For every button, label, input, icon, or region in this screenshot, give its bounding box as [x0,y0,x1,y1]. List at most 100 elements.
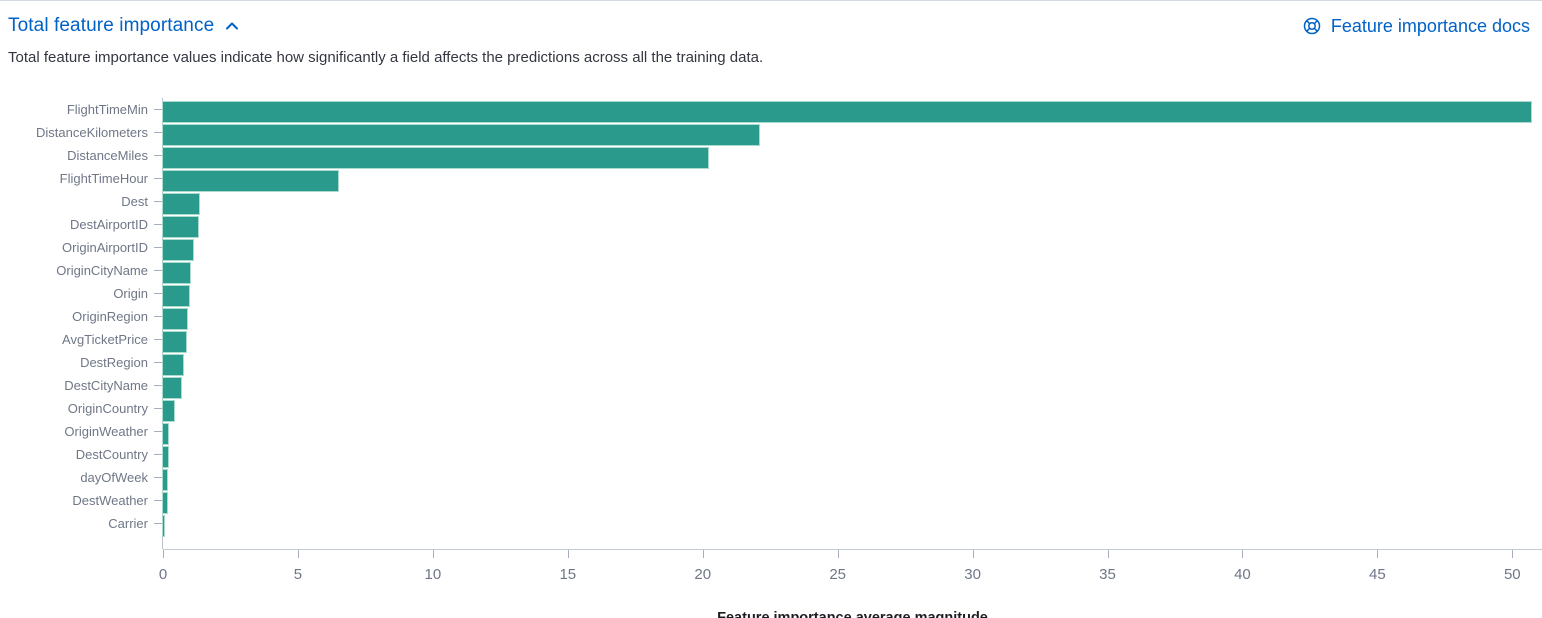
y-axis-tick [154,339,163,340]
y-axis-tick [154,431,163,432]
y-axis-label-cell: OriginWeather [0,424,163,439]
y-axis-tick [154,109,163,110]
y-axis-label-cell: FlightTimeHour [0,171,163,186]
y-axis-label-cell: DistanceMiles [0,148,163,163]
x-axis-tick-label: 40 [1234,566,1251,583]
bar-DistanceKilometers [163,124,760,145]
bar-FlightTimeHour [163,170,339,191]
x-axis-tick [972,550,974,558]
panel-description: Total feature importance values indicate… [8,49,764,66]
x-axis-tick [432,550,434,558]
y-axis-tick [154,523,163,524]
bar-track [163,514,1542,537]
y-axis-tick [154,362,163,363]
y-axis-label-cell: OriginCityName [0,263,163,278]
y-axis-label: OriginWeather [64,424,148,439]
y-axis-tick [154,155,163,156]
bar-track [163,284,1542,307]
bar-track [163,123,1542,146]
bar-track [163,215,1542,238]
y-axis-label-cell: OriginRegion [0,309,163,324]
x-axis-title-row: Feature importance average magnitude [163,609,1542,618]
y-axis-tick [154,201,163,202]
y-axis-tick [154,224,163,225]
x-axis-tick-label: 30 [964,566,981,583]
bar-OriginCountry [163,400,175,421]
feature-importance-bar-chart: FlightTimeMin DistanceKilometers DistanceM… [0,98,1542,618]
section-title-toggle[interactable]: Total feature importance [8,15,240,37]
bar-OriginWeather [163,423,168,444]
y-axis-label: Carrier [108,516,148,531]
y-axis-label-cell: OriginAirportID [0,240,163,255]
bar-track [163,307,1542,330]
x-axis-tick-label: 15 [559,566,577,583]
y-axis-label: OriginAirportID [62,240,148,255]
y-axis-label-cell: dayOfWeek [0,470,163,485]
bar-Dest [163,193,200,214]
y-axis-label: DestCityName [64,378,148,393]
bar-DestRegion [163,354,183,375]
bar-Carrier [163,515,164,536]
bar-track [163,376,1542,399]
y-axis-tick [154,500,163,501]
bar-OriginAirportID [163,239,193,260]
y-axis-label: DestCountry [75,447,148,462]
feature-importance-docs-link[interactable]: Feature importance docs [1302,16,1530,37]
y-axis-tick [154,178,163,179]
bar-DistanceMiles [163,147,709,168]
y-axis-tick [154,408,163,409]
y-axis-label: DestAirportID [69,217,148,232]
y-axis-label-cell: DestCityName [0,378,163,393]
y-axis-tick [154,132,163,133]
help-life-ring-icon [1302,16,1322,36]
x-axis-tick [702,550,704,558]
bar-dayOfWeek [163,469,168,490]
y-axis-label-cell: DestRegion [0,355,163,370]
bar-DestWeather [163,492,168,513]
bar-track [163,169,1542,192]
x-axis-tick [837,550,839,558]
chevron-up-icon[interactable] [224,18,240,34]
y-axis-label: DestRegion [80,355,148,370]
x-axis-tick [163,550,164,558]
x-axis-tick [297,550,299,558]
bar-DestCityName [163,377,181,398]
y-axis-label: AvgTicketPrice [62,332,148,347]
bar-track [163,399,1542,422]
bar-OriginRegion [163,308,188,329]
bar-track [163,468,1542,491]
y-axis-label: FlightTimeMin [66,102,148,117]
bar-AvgTicketPrice [163,331,186,352]
y-axis-label: OriginRegion [72,309,148,324]
y-axis-label-cell: DestWeather [0,493,163,508]
y-axis-label-cell: DistanceKilometers [0,125,163,140]
y-axis-label-cell: OriginCountry [0,401,163,416]
y-axis-label-cell: Carrier [0,516,163,531]
x-axis-title: Feature importance average magnitude [717,610,988,618]
bar-track [163,238,1542,261]
chart-rows: FlightTimeMin DistanceKilometers DistanceM… [0,98,1542,549]
y-axis-label: DestWeather [72,493,148,508]
x-axis-tick-label: 25 [829,566,846,583]
y-axis-tick [154,385,163,386]
x-axis-tick-label: 50 [1503,566,1521,583]
bar-track [163,330,1542,353]
x-axis-tick [567,550,569,558]
plot-area [162,98,1542,549]
x-axis-tick-label: 10 [424,566,442,583]
y-axis-label-cell: Dest [0,194,163,209]
bar-track [163,192,1542,215]
y-axis-tick [154,293,163,294]
bar-OriginCityName [163,262,190,283]
y-axis-label: Origin [113,286,148,301]
x-axis-tick [1242,550,1244,558]
y-axis-label-cell: Origin [0,286,163,301]
x-axis-tick-label: 20 [694,566,712,583]
y-axis-label: DistanceMiles [67,148,148,163]
y-axis-label-cell: FlightTimeMin [0,102,163,117]
bar-track [163,491,1542,514]
y-axis-tick [154,270,163,271]
y-axis-tick [154,477,163,478]
page-title: Total feature importance [8,15,215,36]
